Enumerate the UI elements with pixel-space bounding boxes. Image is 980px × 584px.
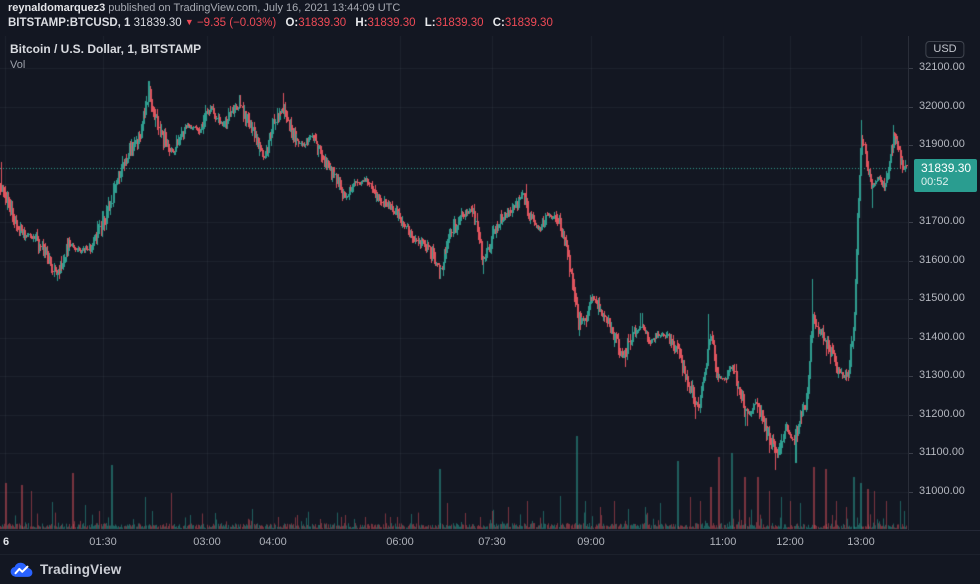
symbol-info-line: BITSTAMP:BTCUSD, 1 31839.30 ▼ −9.35 (−0.… [8, 17, 553, 29]
open-value: 31839.30 [298, 17, 347, 29]
time-tick-label: 07:30 [478, 536, 506, 548]
price-tick-mark [909, 260, 913, 262]
time-tick-label: 13:00 [847, 536, 875, 548]
last-price-label: 31839.30 [921, 161, 972, 176]
time-tick-label: 09:00 [577, 536, 605, 548]
price-tick-label: 31600.00 [919, 253, 965, 266]
price-tick-mark [909, 68, 913, 69]
price-tick-label: 31200.00 [919, 407, 965, 420]
price-tick-mark [909, 299, 913, 301]
price-tick-label: 32000.00 [919, 99, 965, 112]
price-chart-canvas[interactable] [0, 36, 908, 530]
price-tick-label: 31300.00 [919, 369, 965, 382]
last-price-badge: 31839.30 00:52 [914, 159, 977, 193]
time-tick-label: 06:00 [386, 536, 414, 548]
price-tick-mark [909, 106, 913, 108]
currency-badge: USD [925, 41, 965, 58]
byline-text: published on TradingView.com, July 16, 2… [105, 2, 401, 14]
price-tick-label: 31700.00 [919, 215, 965, 228]
down-arrow-icon: ▼ [184, 17, 194, 27]
price-change: −9.35 (−0.03%) [196, 17, 277, 29]
price-tick-label: 31400.00 [919, 330, 965, 343]
high-value: 31839.30 [367, 17, 416, 29]
tradingview-logo-icon[interactable] [10, 562, 33, 578]
time-tick-label: 01:30 [89, 536, 117, 548]
bar-countdown: 00:52 [921, 176, 949, 189]
time-tick-label: 6 [3, 536, 10, 548]
published-byline: reynaldomarquez3 published on TradingVie… [8, 2, 400, 14]
price-tick-label: 31500.00 [919, 292, 965, 305]
price-tick-mark [909, 414, 913, 416]
price-tick-mark [909, 491, 913, 493]
time-tick-label: 11:00 [709, 536, 737, 548]
low-value: 31839.30 [435, 17, 484, 29]
price-tick-mark [909, 337, 913, 339]
price-axis[interactable]: USD 31839.30 00:52 32100.00 32000.00 31900… [908, 36, 980, 554]
brand-name[interactable]: TradingView [40, 562, 122, 577]
time-tick-label: 04:00 [259, 536, 287, 548]
high-label: H: [355, 17, 368, 29]
username: reynaldomarquez3 [8, 2, 106, 14]
close-value: 31839.30 [504, 17, 553, 29]
price-tick-label: 32100.00 [919, 61, 965, 73]
close-label: C: [492, 17, 505, 29]
price-tick-mark [909, 453, 913, 455]
price-tick-label: 31900.00 [919, 138, 965, 151]
time-tick-label: 12:00 [776, 536, 804, 548]
time-tick-label: 03:00 [193, 536, 221, 548]
time-axis[interactable]: 6 01:30 03:00 04:00 06:00 07:30 09:00 11:00 12:0… [0, 530, 980, 555]
low-label: L: [424, 17, 436, 29]
footer-bar: TradingView [0, 554, 980, 584]
price-tick-mark [909, 145, 913, 147]
last-price-value: 31839.30 [133, 17, 182, 29]
symbol-name: BITSTAMP:BTCUSD, 1 [8, 17, 131, 29]
price-tick-mark [909, 222, 913, 224]
open-label: O: [285, 17, 299, 29]
price-tick-mark [909, 376, 913, 378]
price-tick-label: 31000.00 [919, 484, 965, 497]
price-tick-label: 31100.00 [919, 446, 965, 459]
